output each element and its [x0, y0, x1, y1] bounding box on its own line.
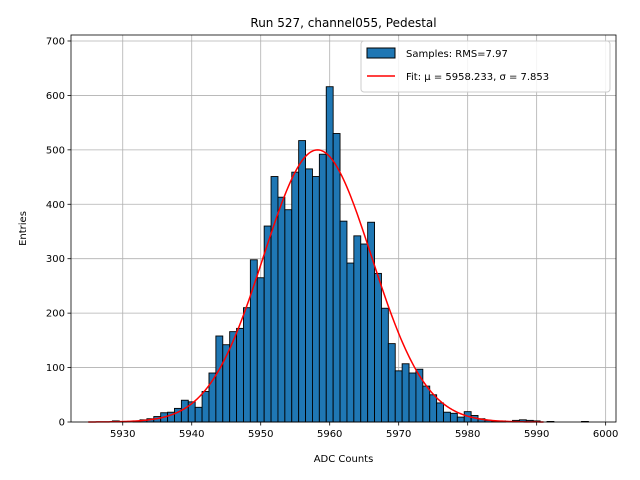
- histogram-bar: [401, 363, 410, 423]
- histogram-bar: [339, 220, 348, 423]
- histogram-bar: [353, 235, 362, 423]
- y-tick-label: 600: [46, 91, 65, 102]
- y-tick-label: 400: [46, 200, 65, 211]
- legend-fit-label: Fit: μ = 5958.233, σ = 7.853: [406, 72, 549, 83]
- histogram-bar: [346, 262, 355, 423]
- y-axis-label: Entries: [18, 211, 29, 246]
- histogram-bar: [194, 406, 203, 423]
- legend: Samples: RMS=7.97 Fit: μ = 5958.233, σ =…: [360, 40, 611, 93]
- legend-box: [360, 40, 611, 93]
- x-tick-label: 5990: [524, 429, 549, 440]
- y-tick-label: 500: [46, 145, 65, 156]
- histogram-bar: [387, 343, 396, 423]
- x-tick-label: 5970: [386, 429, 411, 440]
- histogram-bar: [277, 196, 286, 423]
- histogram-bar: [374, 272, 382, 423]
- y-tick-label: 0: [59, 418, 65, 429]
- x-tick-label: 5950: [248, 429, 273, 440]
- histogram-bar: [318, 153, 327, 423]
- histogram-bar: [443, 411, 451, 423]
- histogram-bar: [367, 221, 375, 423]
- histogram-bar: [436, 402, 444, 423]
- x-tick-label: 5980: [455, 429, 480, 440]
- x-axis-label: ADC Counts: [314, 454, 374, 465]
- plot-frame: [70, 34, 617, 423]
- x-tick-label: 6000: [593, 429, 618, 440]
- histogram-bar: [456, 416, 465, 423]
- histogram-bar: [360, 243, 369, 423]
- x-tick-label: 5940: [179, 429, 204, 440]
- histogram-bar: [449, 412, 458, 423]
- chart-title: Run 527, channel055, Pedestal: [250, 16, 436, 30]
- histogram-bar: [332, 133, 341, 423]
- histogram-bar: [394, 370, 403, 423]
- histogram-bar: [215, 335, 224, 423]
- y-tick-label: 200: [46, 309, 65, 320]
- legend-histogram-label: Samples: RMS=7.97: [406, 49, 508, 60]
- x-tick-label: 5960: [317, 429, 342, 440]
- histogram-bar: [380, 307, 389, 423]
- histogram-bar: [256, 277, 265, 423]
- histogram-bar: [305, 168, 313, 423]
- legend-histogram-swatch: [366, 47, 396, 59]
- histogram-bar: [298, 140, 307, 423]
- y-tick-label: 700: [46, 36, 65, 47]
- histogram-bar: [236, 327, 244, 423]
- histogram-bar: [284, 209, 293, 423]
- histogram-bar: [263, 225, 272, 423]
- fit-curve-group: [88, 149, 544, 423]
- y-tick-label: 100: [46, 363, 65, 374]
- fit-curve: [88, 149, 544, 423]
- histogram-bar: [422, 385, 431, 423]
- histogram-bar: [429, 394, 438, 423]
- histogram-bar: [408, 372, 417, 423]
- histogram-bar: [415, 368, 424, 423]
- histogram-bar: [180, 399, 189, 423]
- histogram-bar: [243, 307, 251, 423]
- y-axis-ticks: 0 100 200 300 400 500 600 700: [46, 36, 71, 429]
- histogram-bar: [270, 176, 279, 423]
- histogram-bar: [312, 176, 320, 423]
- histogram-bar: [325, 86, 334, 423]
- histogram-bar: [291, 171, 300, 423]
- histogram-bar: [201, 391, 210, 423]
- x-axis-ticks: 5930 5940 5950 5960 5970 5980 5990 6000: [110, 422, 618, 440]
- y-tick-label: 300: [46, 254, 65, 265]
- histogram-bars: [111, 86, 589, 423]
- x-tick-label: 5930: [110, 429, 135, 440]
